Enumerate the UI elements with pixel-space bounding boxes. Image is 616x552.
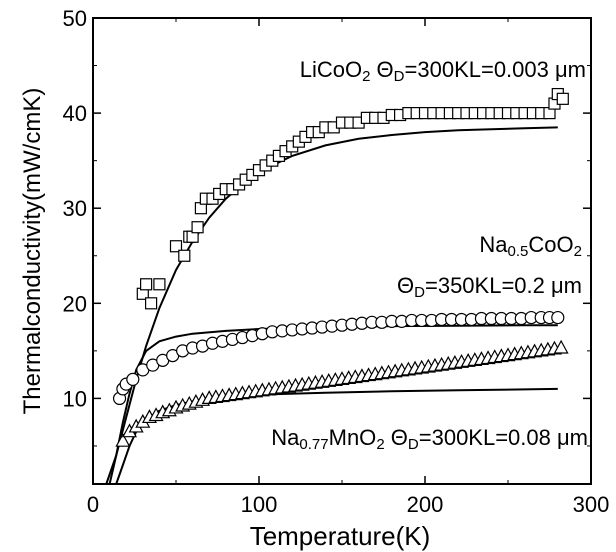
x-tick-label: 0 [87, 492, 99, 517]
square-marker [556, 92, 569, 105]
y-tick-label: 10 [63, 386, 87, 411]
annotation-licoo2: LiCoO2 ΘD=300KL=0.003 μm [300, 57, 586, 85]
square-marker [191, 221, 204, 234]
annotation-namno2: Na0.77MnO2 ΘD=300KL=0.08 μm [271, 425, 588, 453]
y-axis: 10 20 30 40 50 [63, 6, 591, 447]
y-tick-label: 40 [63, 101, 87, 126]
x-axis: 0 100 200 300 [87, 18, 609, 517]
data-markers [112, 87, 569, 447]
annotation-nacoo2-2: ΘD=350KL=0.2 μm [397, 273, 582, 301]
y-tick-label: 20 [63, 291, 87, 316]
x-tick-label: 300 [573, 492, 610, 517]
x-axis-label: Temperature(K) [250, 521, 431, 551]
annotation-nacoo2-1: Na0.5CoO2 [479, 232, 582, 260]
square-marker [169, 240, 183, 253]
square-marker [153, 278, 166, 291]
triangle-marker [553, 339, 569, 354]
square-marker [178, 249, 191, 262]
series-3-triangle-markers [115, 339, 569, 447]
x-tick-label: 200 [407, 492, 444, 517]
x-tick-label: 100 [241, 492, 278, 517]
circle-marker [126, 372, 140, 386]
series-1-square-markers [136, 87, 569, 310]
y-tick-label: 50 [63, 6, 87, 31]
triangle-marker [115, 432, 131, 447]
square-marker [145, 297, 158, 310]
annotations: LiCoO2 ΘD=300KL=0.003 μm Na0.5CoO2 ΘD=350K… [271, 57, 588, 453]
series-2-circle-markers [112, 310, 565, 406]
y-tick-label: 30 [63, 196, 87, 221]
y-axis-label: Thermalconductivity(mW/cmK) [19, 88, 46, 415]
square-marker [140, 278, 153, 291]
circle-marker [551, 310, 565, 325]
